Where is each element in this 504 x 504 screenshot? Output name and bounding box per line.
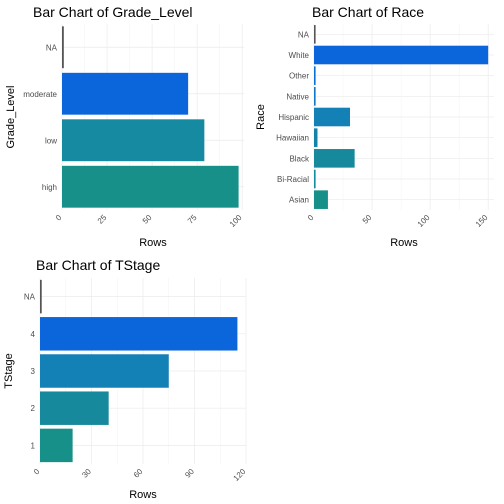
bar-1 — [40, 428, 73, 463]
x-tick-label: 120 — [232, 467, 248, 483]
chart-title: Bar Chart of TStage — [36, 257, 160, 273]
x-tick-label: 0 — [306, 213, 316, 223]
y-tick-label: NA — [46, 43, 58, 52]
bar-NA — [40, 279, 42, 314]
bar-White — [314, 45, 489, 65]
x-tick-label: 0 — [32, 467, 42, 477]
y-tick-label: Bi-Racial — [277, 175, 309, 184]
bar-Other — [314, 66, 316, 85]
y-axis-title: TStage — [3, 353, 15, 388]
bar-Hawaiian — [314, 128, 318, 147]
bar-NA — [314, 25, 316, 44]
y-tick-label: Other — [289, 72, 309, 81]
x-axis-title: Rows — [129, 489, 157, 501]
x-axis-title: Rows — [139, 237, 167, 249]
y-tick-label: Black — [289, 154, 310, 163]
bar-3 — [40, 354, 169, 388]
x-tick-label: 25 — [96, 213, 109, 226]
x-tick-label: 60 — [132, 467, 145, 480]
bar-Hispanic — [314, 107, 350, 127]
x-tick-label: 75 — [186, 213, 199, 226]
x-tick-label: 100 — [228, 213, 244, 229]
bar-Bi-Racial — [314, 169, 316, 189]
x-tick-label: 0 — [54, 213, 64, 223]
y-tick-label: Asian — [289, 196, 309, 205]
bar-NA — [62, 26, 64, 69]
y-tick-label: Native — [286, 92, 309, 101]
chart-panel-2: Asian Bi-Racial Black Hawaiian Hispanic Nativ… — [255, 4, 494, 249]
bar-Native — [314, 87, 316, 106]
y-tick-label: 4 — [31, 330, 36, 339]
y-tick-label: NA — [298, 30, 310, 39]
bar-low — [62, 119, 205, 162]
y-tick-label: 2 — [31, 404, 36, 413]
y-tick-label: 1 — [31, 441, 36, 450]
y-tick-label: Hawaiian — [276, 134, 309, 143]
x-tick-label: 90 — [183, 467, 196, 480]
x-tick-label: 50 — [361, 213, 374, 226]
bar-Black — [314, 149, 355, 168]
y-tick-label: 3 — [31, 367, 36, 376]
y-axis-title: Race — [255, 104, 267, 130]
chart-panel-3: 1 2 3 4 NA 0 30 60 90 120 Bar Chart of TStage Rows T… — [3, 257, 248, 501]
x-tick-label: 30 — [80, 467, 93, 480]
chart-title: Bar Chart of Grade_Level — [33, 4, 193, 20]
bar-moderate — [62, 72, 189, 115]
bar-Asian — [314, 190, 328, 209]
x-axis-title: Rows — [390, 237, 418, 249]
bar-4 — [40, 317, 238, 351]
bar-2 — [40, 391, 109, 425]
y-axis-title: Grade_Level — [5, 86, 17, 149]
y-tick-label: NA — [24, 293, 36, 302]
y-tick-label: moderate — [23, 90, 57, 99]
y-tick-label: White — [289, 51, 310, 60]
x-tick-label: 50 — [141, 213, 154, 226]
x-tick-label: 100 — [416, 213, 432, 229]
x-tick-label: 150 — [474, 213, 490, 229]
chart-panel-1: high low moderate NA 0 25 50 75 100 Bar Chart of … — [5, 4, 244, 249]
bar-high — [62, 165, 239, 208]
y-tick-label: Hispanic — [278, 113, 309, 122]
y-tick-label: high — [42, 183, 57, 192]
chart-title: Bar Chart of Race — [312, 4, 424, 20]
y-tick-label: low — [45, 136, 57, 145]
